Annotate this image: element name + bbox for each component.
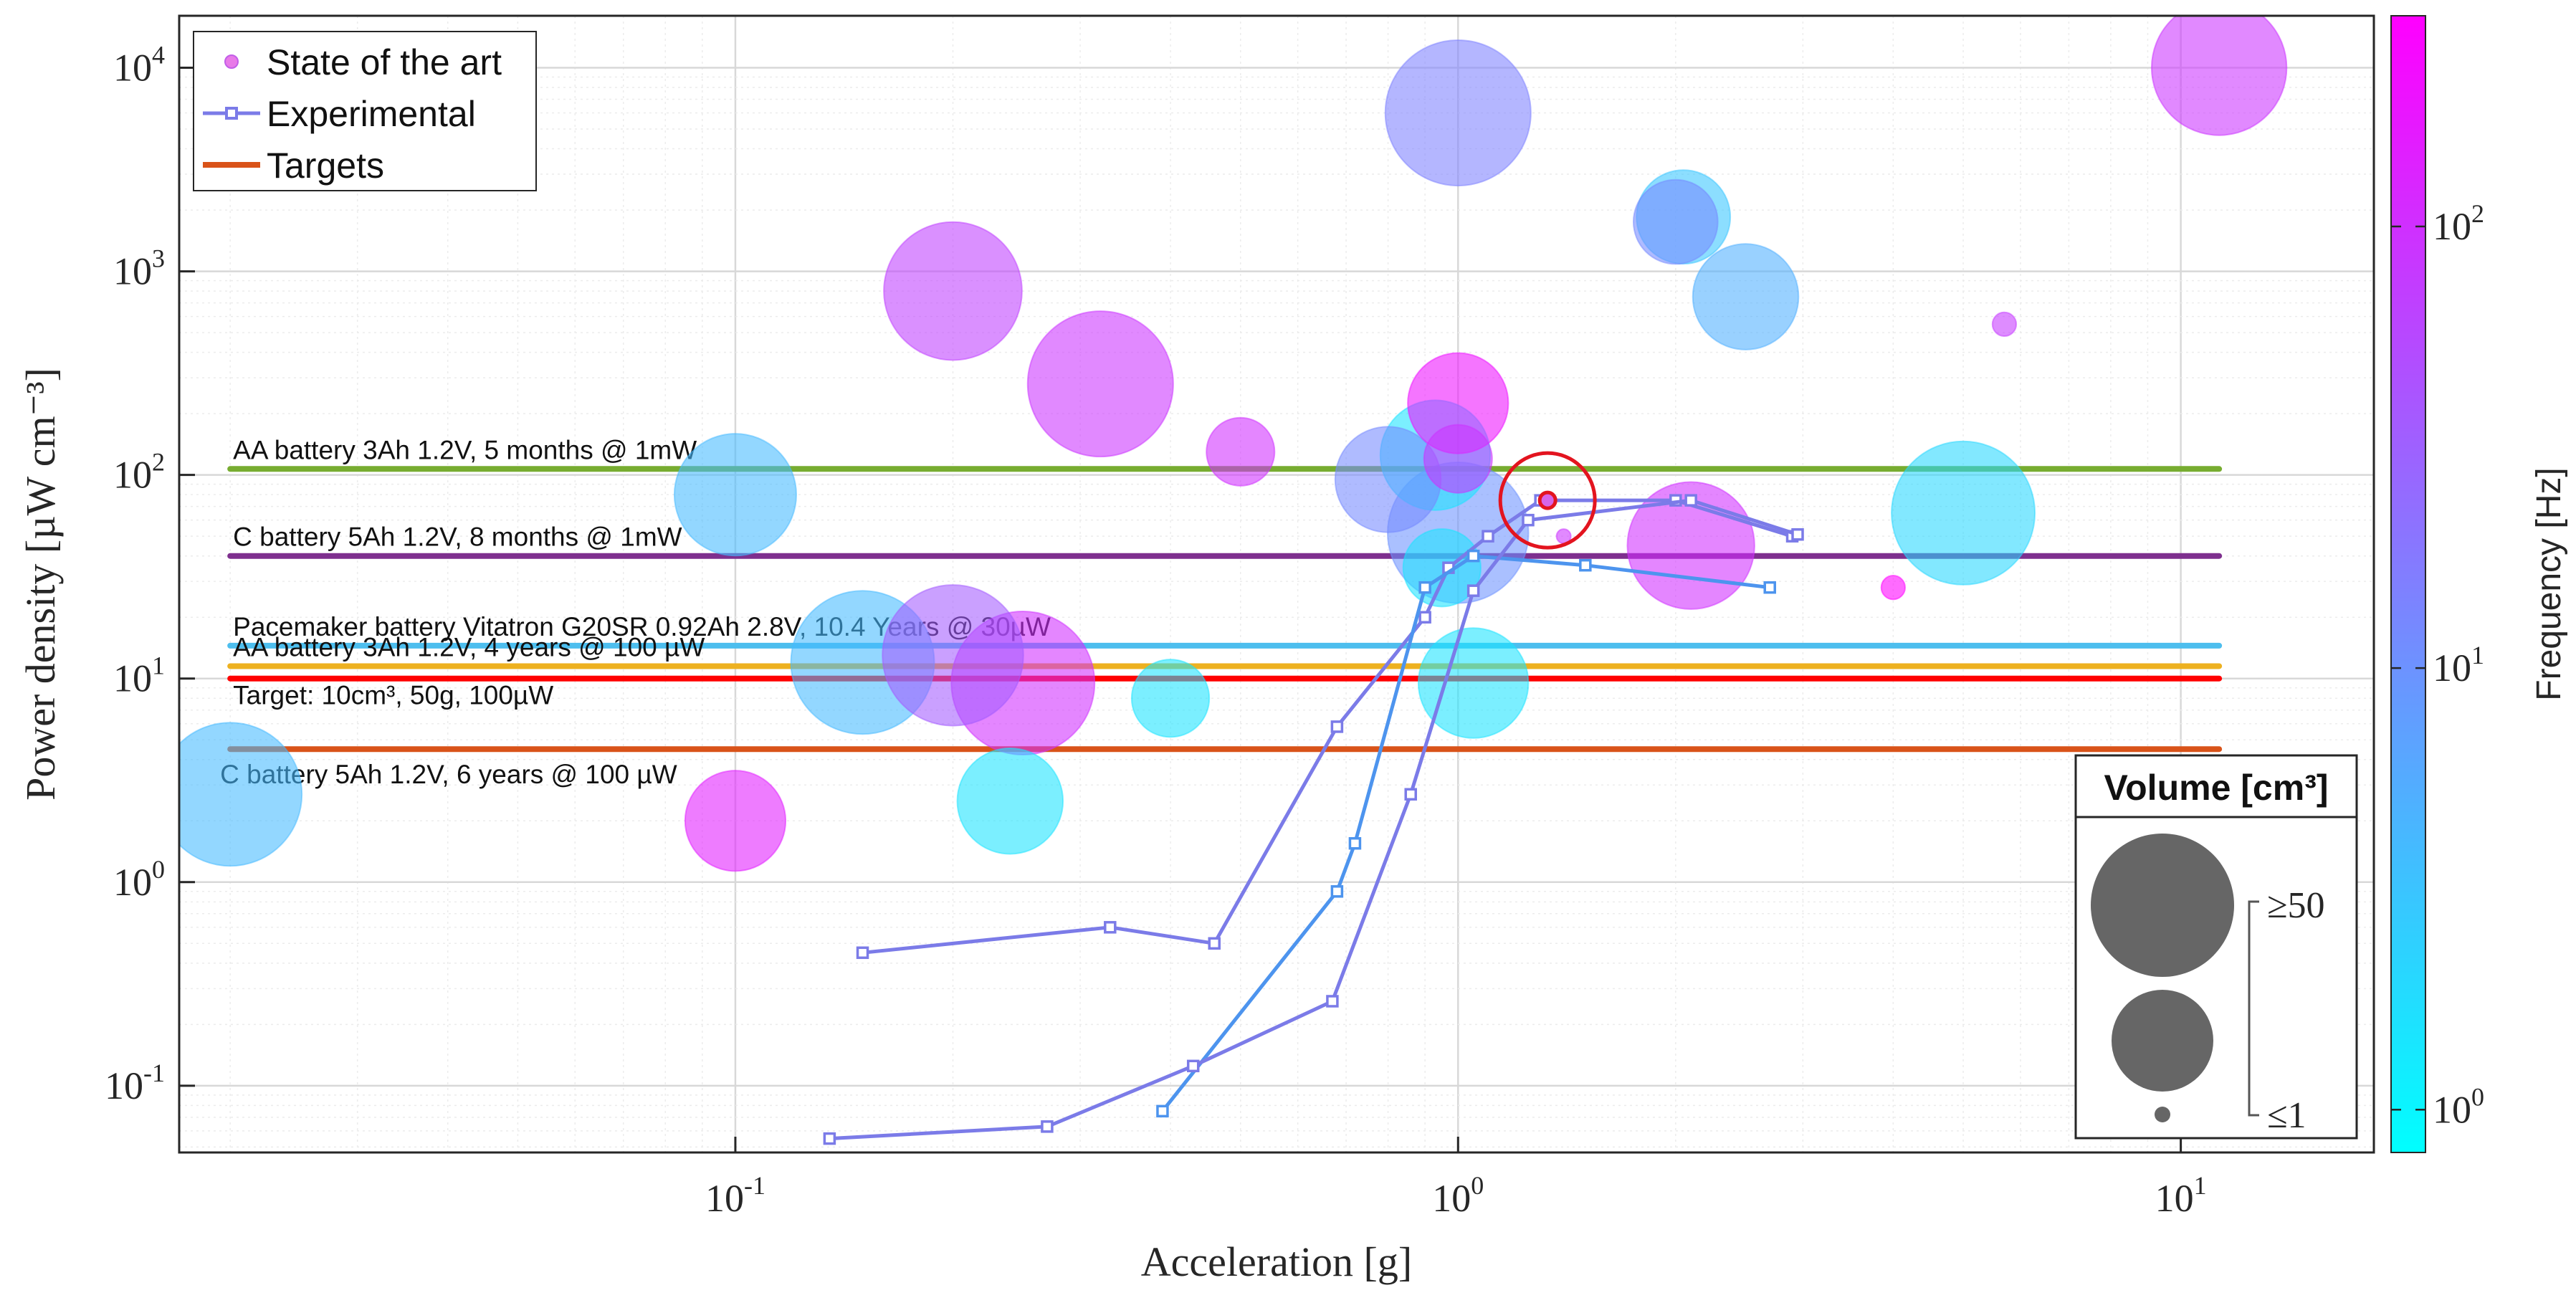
colorbar-tick-label: 100 [2433,1082,2484,1131]
legend-entry-targets: Targets [267,145,384,186]
experimental-point [1684,494,1697,507]
state-of-the-art-bubble [1891,440,2036,586]
experimental-point [1330,885,1344,898]
target-label: C battery 5Ah 1.2V, 8 months @ 1mW [233,522,682,552]
volume-legend-small [2155,1107,2170,1122]
x-tick-label: 10-1 [705,1171,765,1220]
highlight-point [1537,490,1557,510]
experimental-point [1104,921,1117,934]
experimental-point [1466,549,1480,563]
y-axis-label: Power density [µW cm⁻³] [17,368,64,801]
state-of-the-art-bubble [1384,39,1532,187]
experimental-point [1418,581,1431,594]
experimental-point [856,946,869,960]
colorbar-label: Frequency [Hz] [2530,467,2568,700]
y-tick-label: 103 [113,244,165,293]
experimental-point [1208,937,1221,950]
x-tick-label: 101 [2155,1171,2207,1220]
state-of-the-art-bubble [684,770,787,872]
experimental-point [823,1132,836,1145]
experimental-point [1041,1120,1054,1133]
state-of-the-art-bubble [1632,178,1719,265]
experimental-point [1404,788,1417,801]
x-axis-label: Acceleration [g] [1141,1238,1412,1285]
highlight-marker [1498,451,1597,550]
state-of-the-art-bubble [1417,627,1530,739]
highlight-ring [1498,451,1597,550]
state-of-the-art-bubble [882,584,1024,727]
colorbar-ticks: 100 101 102 [2391,199,2484,1131]
state-of-the-art-bubble [1692,243,1800,350]
state-of-the-art-bubble [1991,311,2018,337]
plot-frame [178,14,2375,1154]
experimental-line [862,498,1793,955]
state-of-the-art-bubble [956,747,1064,855]
legend-entry-state-of-the-art: State of the art [267,42,502,82]
experimental-point [1579,558,1592,572]
y-tick-label: 100 [113,855,165,904]
state-of-the-art-bubble [2150,16,2288,136]
experimental-point [1763,581,1776,594]
legend: State of the art Experimental Targets [193,31,537,191]
experimental-point [1418,611,1431,624]
state-of-the-art-bubble [883,221,1023,361]
volume-legend-bracket [2248,900,2259,1117]
target-label: Target: 10cm³, 50g, 100µW [233,681,553,710]
colorbar-tick-label: 101 [2433,641,2484,689]
state-of-the-art-bubble [673,433,798,557]
experimental-point [1466,584,1480,597]
colorbar-gradient [2390,15,2426,1153]
state-of-the-art-bubble [1206,416,1276,487]
state-of-the-art-bubble [1130,659,1211,738]
state-of-the-art-bubble [179,722,303,867]
experimental-point [1482,530,1494,543]
target-label: AA battery 3Ah 1.2V, 4 years @ 100 µW [233,632,705,662]
experimental-point [1791,528,1804,541]
experimental-point [1326,995,1339,1008]
experimental-point [1186,1059,1200,1073]
experimental-point [1348,836,1362,850]
colorbar: 100 101 102 Frequency [Hz] [2390,15,2568,1153]
volume-legend-min: ≤1 [2267,1095,2307,1136]
legend-marker-state-of-the-art [224,54,239,69]
experimental-series [823,494,1804,1145]
y-tick-label: 102 [113,448,165,497]
state-of-the-art-bubble [1423,424,1493,494]
volume-legend-max: ≥50 [2267,885,2325,926]
state-of-the-art-bubble [1880,575,1906,601]
state-of-the-art-bubble [1334,426,1442,533]
experimental-point [1156,1104,1169,1118]
experimental-point [1330,720,1344,733]
y-tick-label: 104 [113,41,165,90]
volume-legend-large [2091,834,2234,977]
legend-entry-experimental: Experimental [267,94,476,134]
y-tick-label: 10-1 [105,1059,165,1107]
volume-legend-title: Volume [cm³] [2104,768,2329,808]
legend-marker-experimental-square [225,107,238,120]
y-tick-label: 101 [113,651,165,700]
x-tick-label: 100 [1432,1171,1484,1220]
volume-legend-medium [2112,990,2213,1092]
target-label: AA battery 3Ah 1.2V, 5 months @ 1mW [233,435,697,464]
state-of-the-art-bubble [1026,310,1174,458]
axis-ticks: 10-1 100 101 10-1 100 101 102 103 104 [105,41,2207,1220]
volume-legend: Volume [cm³] ≥50 ≤1 [2074,754,2358,1140]
colorbar-tick-label: 102 [2433,199,2484,248]
experimental-point [1522,513,1535,527]
